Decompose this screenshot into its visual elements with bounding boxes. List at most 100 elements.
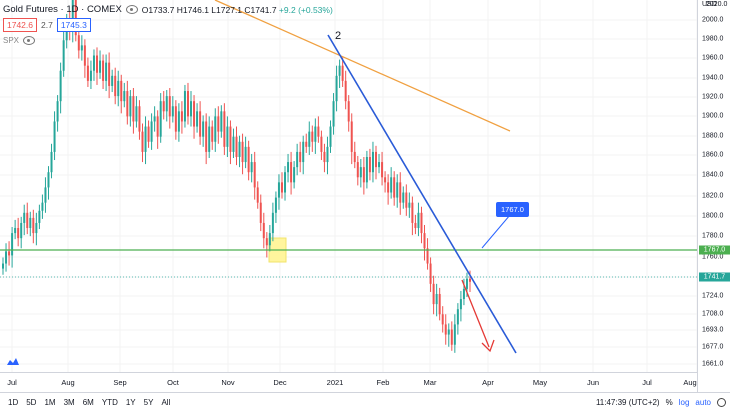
arrow-head-icon — [481, 339, 495, 353]
candle-body — [165, 96, 168, 112]
candle-body — [80, 45, 83, 51]
candle-body — [108, 62, 111, 86]
candle-body — [265, 238, 268, 246]
candle-body — [444, 324, 447, 335]
eye-icon[interactable] — [125, 5, 138, 14]
candle-body — [138, 106, 141, 132]
candle-body — [432, 283, 435, 305]
candle-body — [290, 162, 293, 183]
candle-body — [14, 228, 17, 234]
time-tick: Mar — [423, 378, 437, 387]
candle-body — [8, 251, 11, 256]
candle-body — [296, 151, 299, 168]
candle-body — [147, 126, 150, 142]
candle-body — [353, 151, 356, 163]
candle-body — [123, 91, 126, 102]
candle-body — [111, 75, 114, 86]
candle-body — [250, 162, 253, 173]
timeframe-5d[interactable]: 5D — [26, 397, 37, 407]
candle-body — [326, 146, 329, 163]
candle-body — [390, 177, 393, 193]
tradingview-logo-icon[interactable] — [6, 356, 20, 366]
candle-body — [465, 278, 468, 289]
candle-body — [423, 233, 426, 249]
time-tick: Apr — [482, 378, 494, 387]
timeframe-5y[interactable]: 5Y — [143, 397, 154, 407]
candle-body — [105, 62, 108, 81]
candle-body — [371, 151, 374, 173]
candle-body — [280, 182, 283, 193]
price-axis[interactable]: USD 2020.0 2000.0 1980.0 1960.0 1940.0 1920.… — [697, 0, 730, 392]
sell-button[interactable]: 1742.6 — [3, 18, 37, 32]
secondary-symbol-row: SPX — [3, 36, 36, 45]
candle-body — [144, 126, 147, 152]
timeframe-ytd[interactable]: YTD — [101, 397, 118, 407]
candle-body — [26, 212, 29, 229]
candle-body — [177, 111, 180, 132]
candle-body — [241, 141, 244, 163]
clock[interactable]: 11:47:39 (UTC+2) — [595, 397, 660, 407]
candle-body — [117, 80, 120, 97]
price-tick: 1860.0 — [702, 151, 724, 159]
eye-icon[interactable] — [23, 36, 36, 45]
candle-body — [356, 162, 359, 178]
price-tick: 2000.0 — [702, 16, 724, 24]
price-callout[interactable]: 1767.0 — [496, 202, 529, 217]
candle-body — [299, 151, 302, 163]
candle-body — [441, 314, 444, 325]
ohlc-values: O1733.7 H1746.1 L1727.1 C1741.7 +9.2 (+0… — [142, 5, 333, 15]
low-label: L — [211, 4, 217, 15]
candle-body — [368, 156, 371, 173]
secondary-symbol[interactable]: SPX — [3, 36, 20, 45]
level-price-label: 1767.0 — [699, 245, 730, 255]
price-tick: 1840.0 — [702, 171, 724, 179]
candle-body — [77, 35, 80, 51]
candle-body — [174, 106, 177, 132]
candle-body — [259, 202, 262, 223]
percent-toggle[interactable]: % — [665, 397, 673, 407]
timeframe-1y[interactable]: 1Y — [125, 397, 136, 407]
price-chart[interactable] — [0, 0, 697, 372]
candle-body — [438, 293, 441, 315]
high-label: H — [176, 4, 183, 15]
time-tick: Nov — [221, 378, 235, 387]
price-tick: 1940.0 — [702, 74, 724, 82]
timeframe-1m[interactable]: 1M — [44, 397, 56, 407]
time-tick: Jul — [7, 378, 17, 387]
candle-body — [132, 96, 135, 122]
candle-body — [414, 222, 417, 229]
high-value: 1746.1 — [182, 4, 209, 15]
candle-body — [135, 106, 138, 122]
timeframe-6m[interactable]: 6M — [82, 397, 94, 407]
candle-body — [268, 233, 271, 246]
chart-area[interactable]: Gold Futures · 1D · COMEX O1733.7 H1746.… — [0, 0, 697, 372]
symbol-title[interactable]: Gold Futures · 1D · COMEX — [3, 4, 122, 15]
candle-body — [114, 75, 117, 97]
gear-icon[interactable] — [717, 397, 726, 407]
trade-row: 1742.6 2.7 1745.3 — [3, 18, 91, 32]
candle-body — [417, 212, 420, 229]
candle-body — [244, 146, 247, 163]
candle-body — [211, 126, 214, 142]
candle-body — [171, 106, 174, 117]
timeframe-3m[interactable]: 3M — [63, 397, 75, 407]
candle-body — [20, 222, 23, 239]
time-axis[interactable]: Jul Aug Sep Oct Nov Dec 2021 Feb Mar Apr May Jun Jul… — [0, 372, 697, 393]
log-toggle[interactable]: log — [678, 397, 690, 407]
candle-body — [359, 167, 362, 178]
buy-button[interactable]: 1745.3 — [56, 18, 91, 32]
candle-body — [347, 101, 350, 122]
timeframe-all[interactable]: All — [161, 397, 171, 407]
candle-body — [71, 0, 74, 31]
blue-trendline — [327, 34, 517, 354]
candle-body — [35, 222, 38, 234]
candle-body — [387, 182, 390, 193]
candle-body — [89, 70, 92, 81]
bottom-toolbar: 1D 5D 1M 3M 6M YTD 1Y 5Y All 11:47:39 (UTC+2) % … — [0, 392, 730, 411]
candle-body — [271, 212, 274, 234]
time-tick: Aug — [61, 378, 75, 387]
candle-body — [186, 91, 189, 117]
auto-toggle[interactable]: auto — [695, 397, 711, 407]
timeframe-1d[interactable]: 1D — [8, 397, 19, 407]
candle-body — [150, 121, 153, 142]
